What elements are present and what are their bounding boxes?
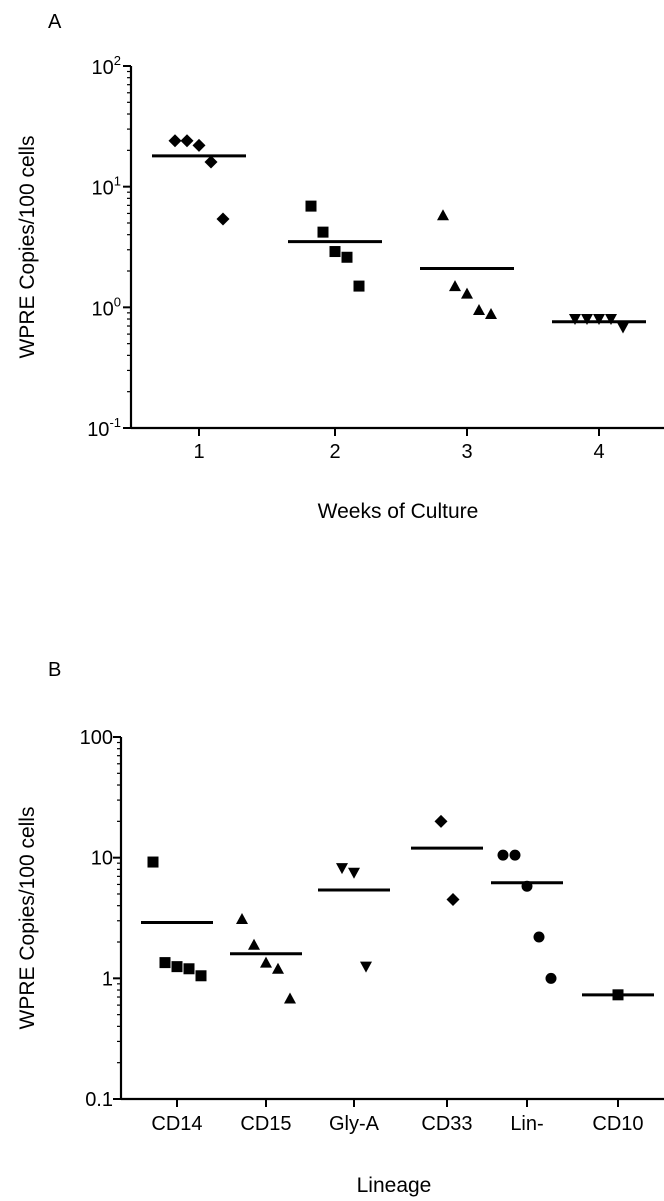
x-tick-label: 4	[593, 441, 604, 463]
y-tick-label: 102	[92, 53, 121, 79]
data-point-diamond	[204, 155, 218, 169]
data-point-square	[353, 280, 365, 292]
chart-panel-a: A 102 101 100 10-1 1 2 3 4 WPRE Copies/100 cells W…	[16, 11, 664, 523]
data-point-square	[317, 226, 329, 238]
y-tick-label: 10-1	[87, 415, 121, 441]
y-tick-label: 100	[92, 294, 121, 320]
x-tick-label: Lin-	[510, 1113, 543, 1135]
data-point-square	[171, 961, 183, 973]
x-tick-label: Gly-A	[329, 1113, 380, 1135]
data-point-square	[305, 200, 317, 212]
data-point-diamond	[168, 134, 182, 148]
data-point-circle	[497, 849, 509, 861]
data-point-triangle-down	[569, 314, 581, 326]
y-axis-title: WPRE Copies/100 cells	[16, 807, 39, 1030]
data-point-circle	[509, 849, 521, 861]
data-point-triangle-down	[593, 314, 605, 326]
y-tick-label: 1	[102, 968, 113, 990]
y-tick-label: 0.1	[85, 1089, 113, 1111]
x-tick-label: 1	[193, 441, 204, 463]
data-point-triangle-up	[260, 956, 272, 968]
data-point-square	[195, 970, 207, 982]
x-tick-label: 3	[461, 441, 472, 463]
data-point-diamond	[216, 212, 230, 226]
data-point-triangle-down	[360, 961, 372, 973]
x-tick-label: CD33	[421, 1113, 472, 1135]
x-tick-label: CD15	[240, 1113, 291, 1135]
y-axis-title: WPRE Copies/100 cells	[16, 136, 39, 359]
data-point-square	[329, 246, 341, 258]
data-point-square	[147, 856, 159, 868]
data-point-triangle-up	[284, 992, 296, 1004]
data-point-diamond	[434, 814, 448, 828]
data-point-square	[159, 957, 171, 969]
panel-label: B	[48, 659, 61, 681]
data-point-circle	[545, 972, 557, 984]
x-tick-label: CD10	[592, 1113, 643, 1135]
y-tick-label: 100	[80, 727, 113, 749]
data-point-diamond	[180, 134, 194, 148]
data-point-triangle-down	[605, 314, 617, 326]
data-point-triangle-up	[272, 962, 284, 974]
chart-panel-b: B 100 10 1 0.1 CD14 CD15 Gly-A CD33 Lin- CD10 WPRE …	[16, 659, 664, 1197]
data-point-triangle-up	[461, 287, 473, 299]
data-point-triangle-up	[248, 938, 260, 950]
data-point-triangle-up	[437, 209, 449, 221]
x-tick-label: 2	[329, 441, 340, 463]
data-point-triangle-down	[336, 863, 348, 875]
data-point-triangle-down	[617, 322, 629, 334]
panel-label: A	[48, 11, 62, 33]
data-point-square	[183, 963, 195, 975]
data-point-triangle-up	[449, 280, 461, 292]
data-point-square	[341, 251, 353, 263]
x-tick-label: CD14	[151, 1113, 202, 1135]
data-point-diamond	[192, 138, 206, 152]
data-point-triangle-up	[473, 304, 485, 316]
data-point-triangle-down	[581, 314, 593, 326]
data-point-diamond	[446, 893, 460, 907]
y-tick-label: 10	[91, 848, 113, 870]
data-point-triangle-up	[485, 308, 497, 320]
data-point-triangle-up	[236, 913, 248, 925]
data-point-triangle-down	[348, 867, 360, 879]
x-axis-title: Weeks of Culture	[318, 500, 479, 523]
data-point-circle	[533, 931, 545, 943]
x-axis-title: Lineage	[357, 1174, 432, 1197]
y-tick-label: 101	[92, 174, 121, 200]
